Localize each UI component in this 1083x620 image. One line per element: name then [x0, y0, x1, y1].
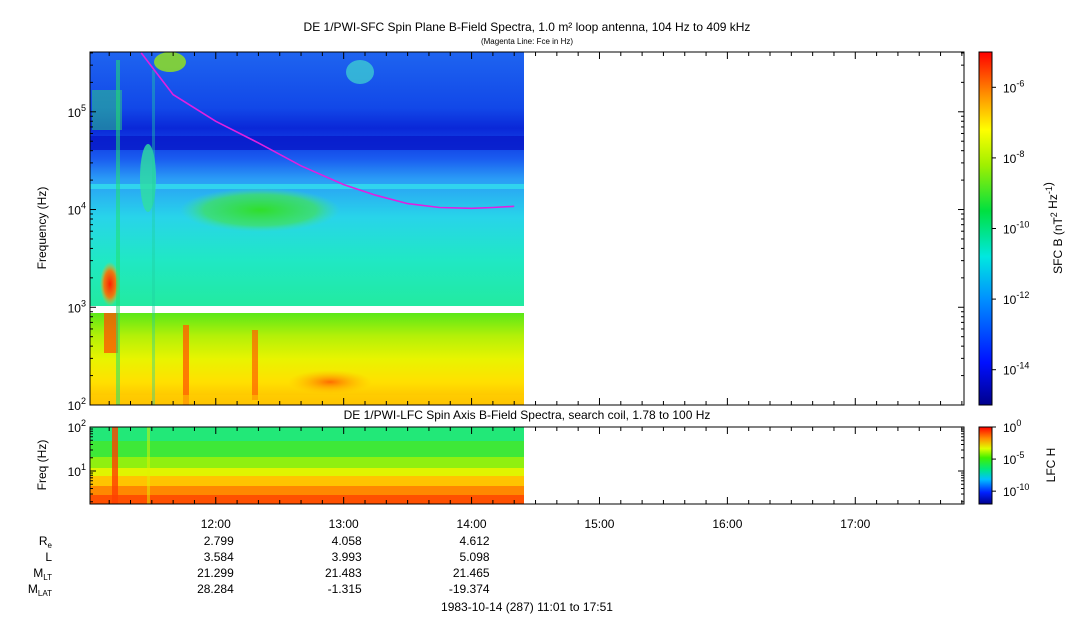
ephemeris-value: 4.612: [460, 534, 490, 548]
colorbar-tick-label: 10-5: [1003, 450, 1024, 467]
time-axis-labels: 12:00 13:00 14:00 15:00 16:00 17:00: [201, 517, 871, 531]
sfc-colorbar-ticks: 10-6 10-8 10-10 10-12 10-14: [992, 78, 1029, 378]
time-tick-label: 14:00: [457, 517, 487, 531]
lfc-colorbar: [978, 426, 993, 505]
time-range-footer: 1983-10-14 (287) 11:01 to 17:51: [441, 600, 613, 614]
time-axis-ticks: [108, 52, 963, 504]
ephemeris-value: 2.799: [204, 534, 234, 548]
sfc-spectrogram: [90, 52, 524, 405]
ephemeris-row-label: MLT: [33, 566, 52, 582]
lfc-y-axis-label: Freq (Hz): [35, 440, 49, 491]
ephemeris-value: 28.284: [197, 582, 234, 596]
sfc-panel-subtitle: (Magenta Line: Fce in Hz): [481, 37, 573, 46]
sfc-y-tick-label: 104: [68, 201, 86, 218]
colorbar-tick-label: 10-6: [1003, 78, 1024, 95]
colorbar-tick-label: 10-14: [1003, 361, 1029, 378]
ephemeris-value: 3.993: [332, 550, 362, 564]
ephemeris-values: 2.799 3.584 21.299 28.284 4.058 3.993 21.483 -1…: [197, 534, 490, 596]
ephemeris-value: -1.315: [328, 582, 362, 596]
ephemeris-value: 21.483: [325, 566, 362, 580]
sfc-panel-title: DE 1/PWI-SFC Spin Plane B-Field Spectra,…: [304, 20, 751, 34]
time-tick-label: 16:00: [712, 517, 742, 531]
time-tick-label: 15:00: [584, 517, 614, 531]
colorbar-tick-label: 10-12: [1003, 290, 1029, 307]
ephemeris-row-label: MLAT: [28, 582, 52, 598]
sfc-plot-frame: [89, 51, 965, 406]
fce-magenta-line: [140, 52, 515, 210]
colorbar-tick-label: 10-10: [1003, 220, 1029, 237]
sfc-colorbar-label: SFC B (nT2 Hz-1): [1041, 182, 1065, 274]
colorbar-tick-label: 100: [1003, 418, 1021, 435]
ephemeris-value: 4.058: [332, 534, 362, 548]
lfc-plot-frame: [89, 426, 965, 505]
colorbar-tick-label: 10-10: [1003, 482, 1029, 499]
ephemeris-value: 21.465: [453, 566, 490, 580]
sfc-y-tick-label: 102: [68, 396, 86, 413]
ephemeris-row-label: L: [45, 550, 52, 564]
ephemeris-row-label: Re: [39, 534, 53, 550]
ephemeris-value: -19.374: [449, 582, 490, 596]
sfc-y-tick-label: 105: [68, 103, 86, 120]
lfc-y-axis: 101 102: [68, 418, 964, 503]
sfc-colorbar: [978, 51, 993, 406]
lfc-y-tick-label: 102: [68, 418, 86, 435]
colorbar-tick-label: 10-8: [1003, 149, 1024, 166]
ephemeris-value: 5.098: [460, 550, 490, 564]
time-tick-label: 12:00: [201, 517, 231, 531]
sfc-y-tick-label: 103: [68, 298, 86, 315]
lfc-spectrogram: [90, 427, 524, 504]
lfc-y-tick-label: 101: [68, 462, 86, 479]
ephemeris-value: 3.584: [204, 550, 234, 564]
time-tick-label: 13:00: [329, 517, 359, 531]
lfc-panel-title: DE 1/PWI-LFC Spin Axis B-Field Spectra, …: [344, 408, 711, 422]
time-tick-label: 17:00: [840, 517, 870, 531]
sfc-y-axis: 102 103 104 105: [68, 52, 964, 413]
sfc-y-axis-label: Frequency (Hz): [35, 187, 49, 270]
lfc-colorbar-label: LFC H: [1044, 448, 1058, 483]
lfc-colorbar-ticks: 100 10-5 10-10: [992, 418, 1029, 499]
ephemeris-value: 21.299: [197, 566, 234, 580]
